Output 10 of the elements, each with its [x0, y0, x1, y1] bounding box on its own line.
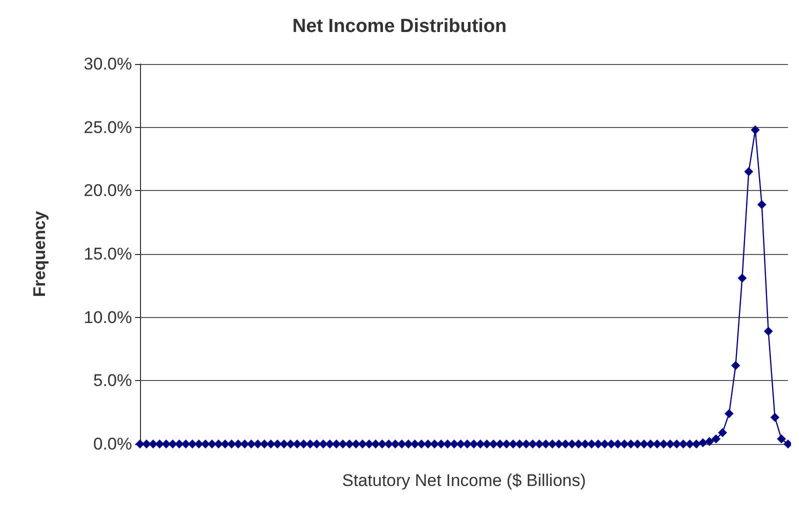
y-axis-title: Frequency — [30, 210, 49, 297]
y-tick-label: 15.0% — [84, 244, 132, 264]
y-tick-label: 0.0% — [93, 434, 132, 454]
x-axis-title: Statutory Net Income ($ Billions) — [342, 471, 586, 490]
y-tick-label: 20.0% — [84, 181, 132, 200]
y-tick-label: 25.0% — [84, 118, 132, 137]
chart-title: Net Income Distribution — [292, 16, 507, 37]
y-tick-label: 30.0% — [84, 54, 132, 74]
y-tick-label: 10.0% — [84, 308, 132, 327]
y-tick-label: 5.0% — [93, 371, 132, 390]
